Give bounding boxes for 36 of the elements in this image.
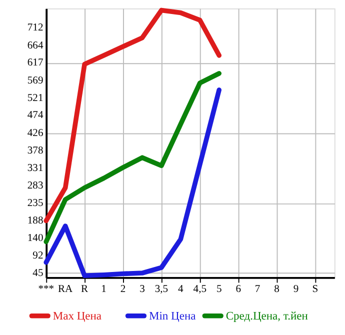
y-tick-label: 521 (27, 92, 44, 104)
y-tick-label: 283 (27, 180, 44, 192)
y-tick-label: 426 (27, 128, 44, 139)
y-tick-label: 617 (27, 58, 44, 69)
x-tick-label: 9 (293, 284, 299, 295)
legend-label: Min Цена (148, 310, 196, 323)
x-tick-label: 4,5 (193, 284, 206, 295)
x-tick-label: R (81, 284, 90, 295)
x-tick-label: 1 (101, 284, 106, 295)
x-tick-label: 8 (274, 284, 280, 295)
x-tick-label: *** (38, 284, 54, 295)
x-tick-label: 5 (216, 284, 222, 295)
line-series (44, 88, 222, 278)
x-tick-label: 7 (254, 284, 260, 295)
x-tick-label: S (312, 284, 318, 295)
legend-label: Max Цена (52, 310, 102, 323)
y-tick-label: 235 (27, 198, 44, 210)
legend-label: Сред.Цена, т.йен (226, 310, 308, 323)
x-tick-label: 6 (236, 284, 241, 295)
x-tick-label: 3 (140, 284, 145, 295)
y-tick-label: 474 (27, 110, 44, 122)
y-tick-label: 45 (32, 268, 44, 279)
y-tick-label: 712 (27, 22, 44, 34)
y-tick-label: 188 (27, 215, 44, 226)
x-tick-label: RA (58, 284, 74, 295)
x-tick-label: 4 (178, 284, 184, 295)
line-series (44, 71, 222, 244)
y-tick-label: 92 (32, 250, 44, 262)
y-tick-label: 331 (27, 162, 44, 174)
x-tick-label: 2 (120, 284, 126, 295)
y-tick-label: 569 (27, 75, 44, 86)
y-tick-label: 378 (27, 146, 44, 156)
line-series (44, 8, 222, 224)
x-tick-label: 3,5 (154, 284, 168, 295)
y-tick-label: 140 (27, 232, 44, 244)
y-tick-label: 664 (27, 40, 44, 52)
